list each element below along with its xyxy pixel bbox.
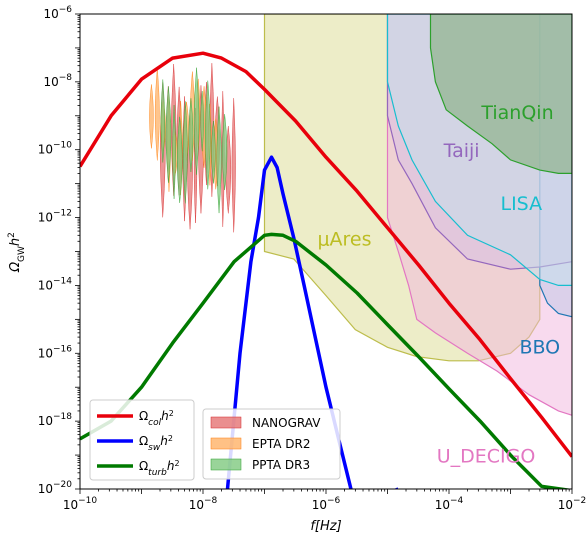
y-tick-label: 10−6 xyxy=(43,5,72,21)
pta-band-ppta-dr3 xyxy=(177,116,183,203)
pta-band-ppta-dr3 xyxy=(200,91,204,152)
x-tick-label: 10−6 xyxy=(312,496,341,512)
pta-band-epta-dr2 xyxy=(154,68,160,161)
legend-label-turb: Ωturbh2 xyxy=(139,459,180,479)
pta-bands-layer xyxy=(149,63,236,233)
pta-band-epta-dr2 xyxy=(149,84,154,149)
series-legend: Ωcolh2 Ωswh2 Ωturbh2 xyxy=(89,399,195,481)
detector-label-tianqin: TianQin xyxy=(480,102,553,124)
y-tick-label: 10−14 xyxy=(38,276,73,292)
legend-label-nanograv: NANOGRAV xyxy=(252,416,321,430)
legend-swatch-nanograv xyxy=(210,416,242,429)
x-axis-ticks: 10−10 10−8 10−6 10−4 10−2 xyxy=(63,489,586,512)
detector-label-taiji: Taiji xyxy=(443,140,480,162)
series-legend-box xyxy=(89,399,195,481)
legend-label-ppta-dr3: PPTA DR3 xyxy=(252,458,310,472)
pta-band-ppta-dr3 xyxy=(160,79,165,163)
y-tick-label: 10−8 xyxy=(43,73,72,89)
curve-omega-col xyxy=(80,51,572,458)
y-tick-label: 10−20 xyxy=(38,480,73,496)
x-tick-label: 10−8 xyxy=(189,496,218,512)
curve-omega-turb xyxy=(80,232,572,489)
y-tick-label: 10−18 xyxy=(38,412,73,428)
y-tick-label: 10−12 xyxy=(38,209,72,225)
x-axis-label: f[Hz] xyxy=(310,519,341,534)
detector-sensitivity-layer xyxy=(263,14,572,416)
legend-label-epta-dr2: EPTA DR2 xyxy=(252,437,310,451)
pta-band-ppta-dr3 xyxy=(165,86,172,183)
pta-band-ppta-dr3 xyxy=(211,120,216,184)
detector-label-lisa: LISA xyxy=(500,193,542,215)
legend-label-col: Ωcolh2 xyxy=(139,409,174,429)
legend-swatch-epta-dr2 xyxy=(210,437,242,450)
pta-band-ppta-dr3 xyxy=(193,67,200,175)
y-axis-label: ΩGWh2 xyxy=(7,232,27,273)
pta-band-ppta-dr3 xyxy=(172,105,176,199)
y-axis-ticks: 10−20 10−18 10−16 10−14 10−12 10−10 10−8 10−6 xyxy=(38,5,80,496)
legend-swatch-ppta-dr3 xyxy=(210,458,242,471)
detector-label-bbo: BBO xyxy=(519,336,560,358)
y-tick-label: 10−10 xyxy=(38,141,73,157)
x-tick-label: 10−2 xyxy=(558,496,586,512)
detector-label-u-decigo: U_DECIGO xyxy=(437,446,536,468)
pta-legend: NANOGRAV EPTA DR2 PPTA DR3 xyxy=(202,408,341,480)
detector-region-tianqin xyxy=(429,14,572,174)
x-tick-label: 10−4 xyxy=(435,496,464,512)
detector-label-ares: μAres xyxy=(317,229,371,251)
pta-band-ppta-dr3 xyxy=(216,106,222,214)
y-tick-label: 10−16 xyxy=(38,344,73,360)
pta-band-ppta-dr3 xyxy=(205,80,211,190)
detector-labels-layer: μAres U_DECIGO BBO Taiji LISA TianQin xyxy=(317,102,560,468)
pta-band-ppta-dr3 xyxy=(222,114,228,191)
pta-band-nanograv xyxy=(231,98,236,233)
pta-band-ppta-dr3 xyxy=(188,98,194,173)
legend-label-sw: Ωswh2 xyxy=(139,434,173,454)
pta-band-ppta-dr3 xyxy=(183,101,188,204)
x-tick-label: 10−10 xyxy=(63,496,98,512)
